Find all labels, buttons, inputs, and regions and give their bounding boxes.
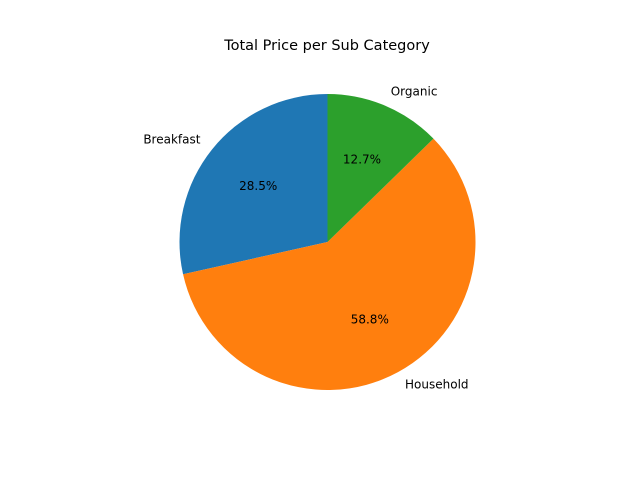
chart-title: Total Price per Sub Category: [223, 38, 430, 54]
pie-slice-breakfast: [179, 94, 328, 275]
pie-slice-household: [183, 138, 476, 390]
percent-label-household: 58.8%: [351, 313, 389, 327]
slice-label-breakfast: Breakfast: [143, 133, 200, 147]
pie-labels: Breakfast 28.5% Household 58.8% Organic 12.7%: [143, 84, 468, 391]
pie-slice-organic: [327, 94, 434, 242]
slice-label-organic: Organic: [391, 84, 438, 98]
percent-label-organic: 12.7%: [343, 153, 381, 167]
slice-label-household: Household: [405, 378, 469, 392]
percent-label-breakfast: 28.5%: [239, 179, 277, 193]
pie-slices: [179, 94, 476, 390]
